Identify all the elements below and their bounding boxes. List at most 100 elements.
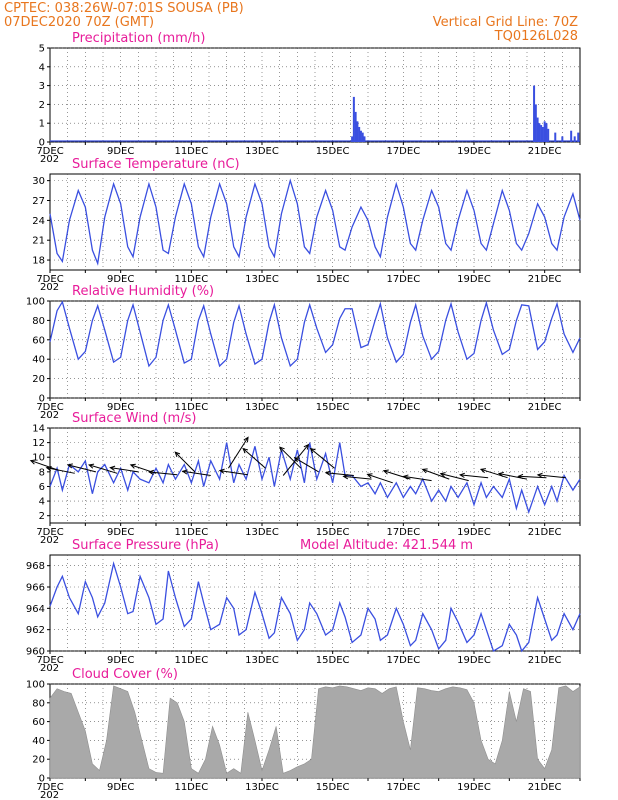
wind-vector: [67, 464, 97, 473]
panels: 0 1 2 3 4 5 7DEC 9DEC 11DEC 13DEC 15DEC 17DEC 19DEC 2…: [26, 31, 581, 800]
precip-bar: [547, 128, 550, 142]
precip-bar: [570, 130, 573, 142]
wind-vector: [294, 457, 319, 473]
y-tick-label: 968: [26, 561, 45, 572]
y-tick-label: 5: [39, 44, 45, 55]
wind-vector-head: [181, 469, 188, 475]
y-tick-label: 960: [26, 647, 45, 658]
wind-vector-head: [174, 451, 181, 458]
x-tick-label: 15DEC: [316, 402, 350, 413]
header-model-id: TQ0126L028: [494, 29, 578, 44]
panel-title: Relative Humidity (%): [72, 284, 214, 299]
wind-vector-head: [45, 465, 52, 472]
y-tick-label: 20: [32, 374, 45, 385]
x-tick-label: 21DEC: [528, 274, 562, 285]
x-tick-label: 13DEC: [245, 274, 279, 285]
x-tick-label: 11DEC: [174, 655, 208, 666]
x-tick-label: 7DEC: [36, 782, 63, 793]
panel-2: 18 21 24 27 30 7DEC 9DEC 11DEC 13DEC 15DEC 17DEC 19…: [32, 157, 581, 293]
wind-vector: [460, 474, 489, 479]
wind-vector: [367, 473, 393, 484]
x-tick-label: 17DEC: [386, 146, 420, 157]
wind-vector: [242, 448, 266, 469]
x-tick-label: 7DEC: [36, 655, 63, 666]
precip-bar: [361, 132, 364, 142]
x-tick-label: 13DEC: [245, 655, 279, 666]
wind-vector-head: [279, 446, 285, 453]
wind-vector-head: [129, 463, 136, 469]
x-tick-label: 9DEC: [107, 655, 134, 666]
x-tick-label: 9DEC: [107, 274, 134, 285]
wind-vector-head: [439, 472, 446, 478]
wind-vector: [310, 448, 335, 469]
x-tick-label: 9DEC: [107, 146, 134, 157]
y-tick-label: 2: [39, 100, 45, 111]
x-tick-label: 19DEC: [457, 402, 491, 413]
y-tick-label: 8: [39, 467, 45, 478]
y-tick-label: 1: [39, 119, 45, 130]
x-tick-label: 15DEC: [316, 527, 350, 538]
header-run-date: 07DEC2020 70Z (GMT): [4, 15, 154, 30]
wind-vector: [46, 467, 75, 474]
x-tick-label: 19DEC: [457, 274, 491, 285]
y-tick-label: 40: [32, 736, 45, 747]
series-line: [49, 560, 581, 653]
x-tick-label: 11DEC: [174, 146, 208, 157]
wind-vector: [182, 470, 211, 476]
precip-bar: [356, 121, 359, 142]
wind-vector-head: [242, 447, 249, 454]
precip-bar: [358, 126, 361, 142]
y-tick-label: 18: [32, 256, 45, 267]
precip-bar: [561, 136, 564, 142]
x-tick-label: 9DEC: [107, 527, 134, 538]
wind-vector-head: [517, 473, 524, 480]
panel-title: Cloud Cover (%): [72, 667, 178, 682]
wind-vector: [149, 471, 178, 476]
y-tick-label: 80: [32, 316, 45, 327]
series-line: [49, 442, 581, 515]
y-tick-label: 80: [32, 698, 45, 709]
wind-vector-head: [421, 468, 428, 474]
x-tick-label: 9DEC: [107, 782, 134, 793]
series-line: [49, 178, 581, 266]
x-tick-label: 15DEC: [316, 655, 350, 666]
x-tick-label: 13DEC: [245, 527, 279, 538]
precip-bar: [352, 96, 355, 142]
precip-bar: [545, 123, 548, 142]
x-year-label: 202: [40, 154, 59, 165]
y-tick-label: 3: [39, 81, 45, 92]
wind-vector-head: [366, 473, 373, 479]
x-tick-label: 9DEC: [107, 402, 134, 413]
x-tick-label: 7DEC: [36, 146, 63, 157]
y-tick-label: 4: [39, 497, 45, 508]
x-year-label: 202: [40, 282, 59, 293]
y-tick-label: 962: [26, 625, 45, 636]
precip-bar: [538, 123, 541, 142]
wind-vector: [110, 467, 139, 473]
wind-vector-head: [303, 443, 310, 450]
panel-title: Precipitation (mm/h): [72, 31, 205, 46]
wind-vector: [219, 470, 248, 476]
x-tick-label: 11DEC: [174, 527, 208, 538]
x-tick-label: 21DEC: [528, 655, 562, 666]
header-grid-line: Vertical Grid Line: 70Z: [433, 15, 578, 30]
x-tick-label: 17DEC: [386, 782, 420, 793]
y-tick-label: 10: [32, 453, 45, 464]
precip-bar: [543, 121, 546, 142]
y-tick-label: 30: [32, 176, 45, 187]
wind-vector-head: [458, 472, 466, 478]
x-tick-label: 13DEC: [245, 146, 279, 157]
x-tick-label: 15DEC: [316, 782, 350, 793]
wind-vector-head: [382, 469, 389, 475]
y-tick-label: 0: [39, 774, 45, 785]
x-tick-label: 19DEC: [457, 782, 491, 793]
x-year-label: 202: [40, 663, 59, 674]
x-tick-label: 19DEC: [457, 527, 491, 538]
x-tick-label: 15DEC: [316, 274, 350, 285]
wind-vector: [440, 473, 469, 482]
cloud-cover-area: [49, 685, 581, 779]
wind-vector: [537, 474, 566, 479]
y-tick-label: 100: [26, 680, 45, 691]
wind-vector-head: [402, 474, 409, 480]
